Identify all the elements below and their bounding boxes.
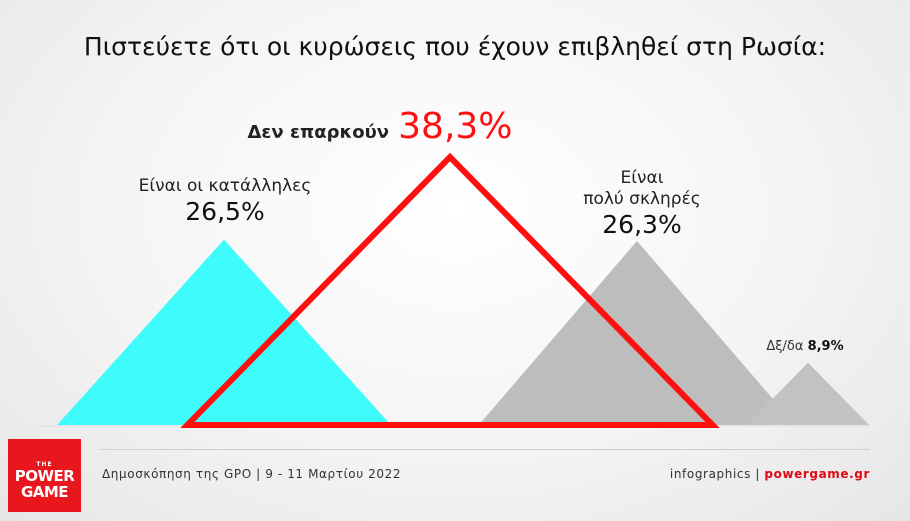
label-suitable-name: Είναι οι κατάλληλες	[138, 176, 312, 196]
peak-dk-na	[746, 362, 870, 425]
label-suitable: Είναι οι κατάλληλες 26,5%	[120, 176, 330, 227]
label-dk-na-value: 8,9%	[807, 339, 844, 354]
logo-line-the: THE	[36, 461, 53, 468]
chart-title: Πιστεύετε ότι οι κυρώσεις που έχουν επιβ…	[83, 32, 827, 61]
credit-text: infographics | powergame.gr	[670, 467, 870, 481]
label-too-harsh: Είναι πολύ σκληρές 26,3%	[552, 168, 732, 240]
label-dk-na: Δξ/δα 8,9%	[740, 339, 870, 354]
footer-divider	[100, 449, 870, 450]
peak-suitable	[57, 239, 391, 425]
label-suitable-value: 26,5%	[185, 197, 265, 226]
label-insufficient: Δεν επαρκούν 38,3%	[230, 106, 530, 147]
logo-line-game: GAME	[20, 483, 69, 501]
label-dk-na-name: Δξ/δα	[766, 339, 804, 354]
source-text: Δημοσκόπηση της GPO | 9 - 11 Μαρτίου 202…	[102, 467, 402, 481]
label-insufficient-value: 38,3%	[398, 106, 513, 147]
label-too-harsh-line1: Είναι	[620, 168, 664, 188]
peak-insufficient	[180, 152, 720, 428]
peak-too-harsh	[478, 240, 796, 425]
label-insufficient-name: Δεν επαρκούν	[247, 122, 390, 143]
label-too-harsh-line2: πολύ σκληρές	[583, 189, 701, 209]
credit-prefix: infographics |	[669, 467, 765, 481]
credit-site-link[interactable]: powergame.gr	[764, 467, 870, 481]
powergame-logo: THE POWER GAME	[8, 439, 81, 512]
logo-line-power: POWER	[14, 467, 75, 485]
label-too-harsh-value: 26,3%	[602, 210, 682, 239]
